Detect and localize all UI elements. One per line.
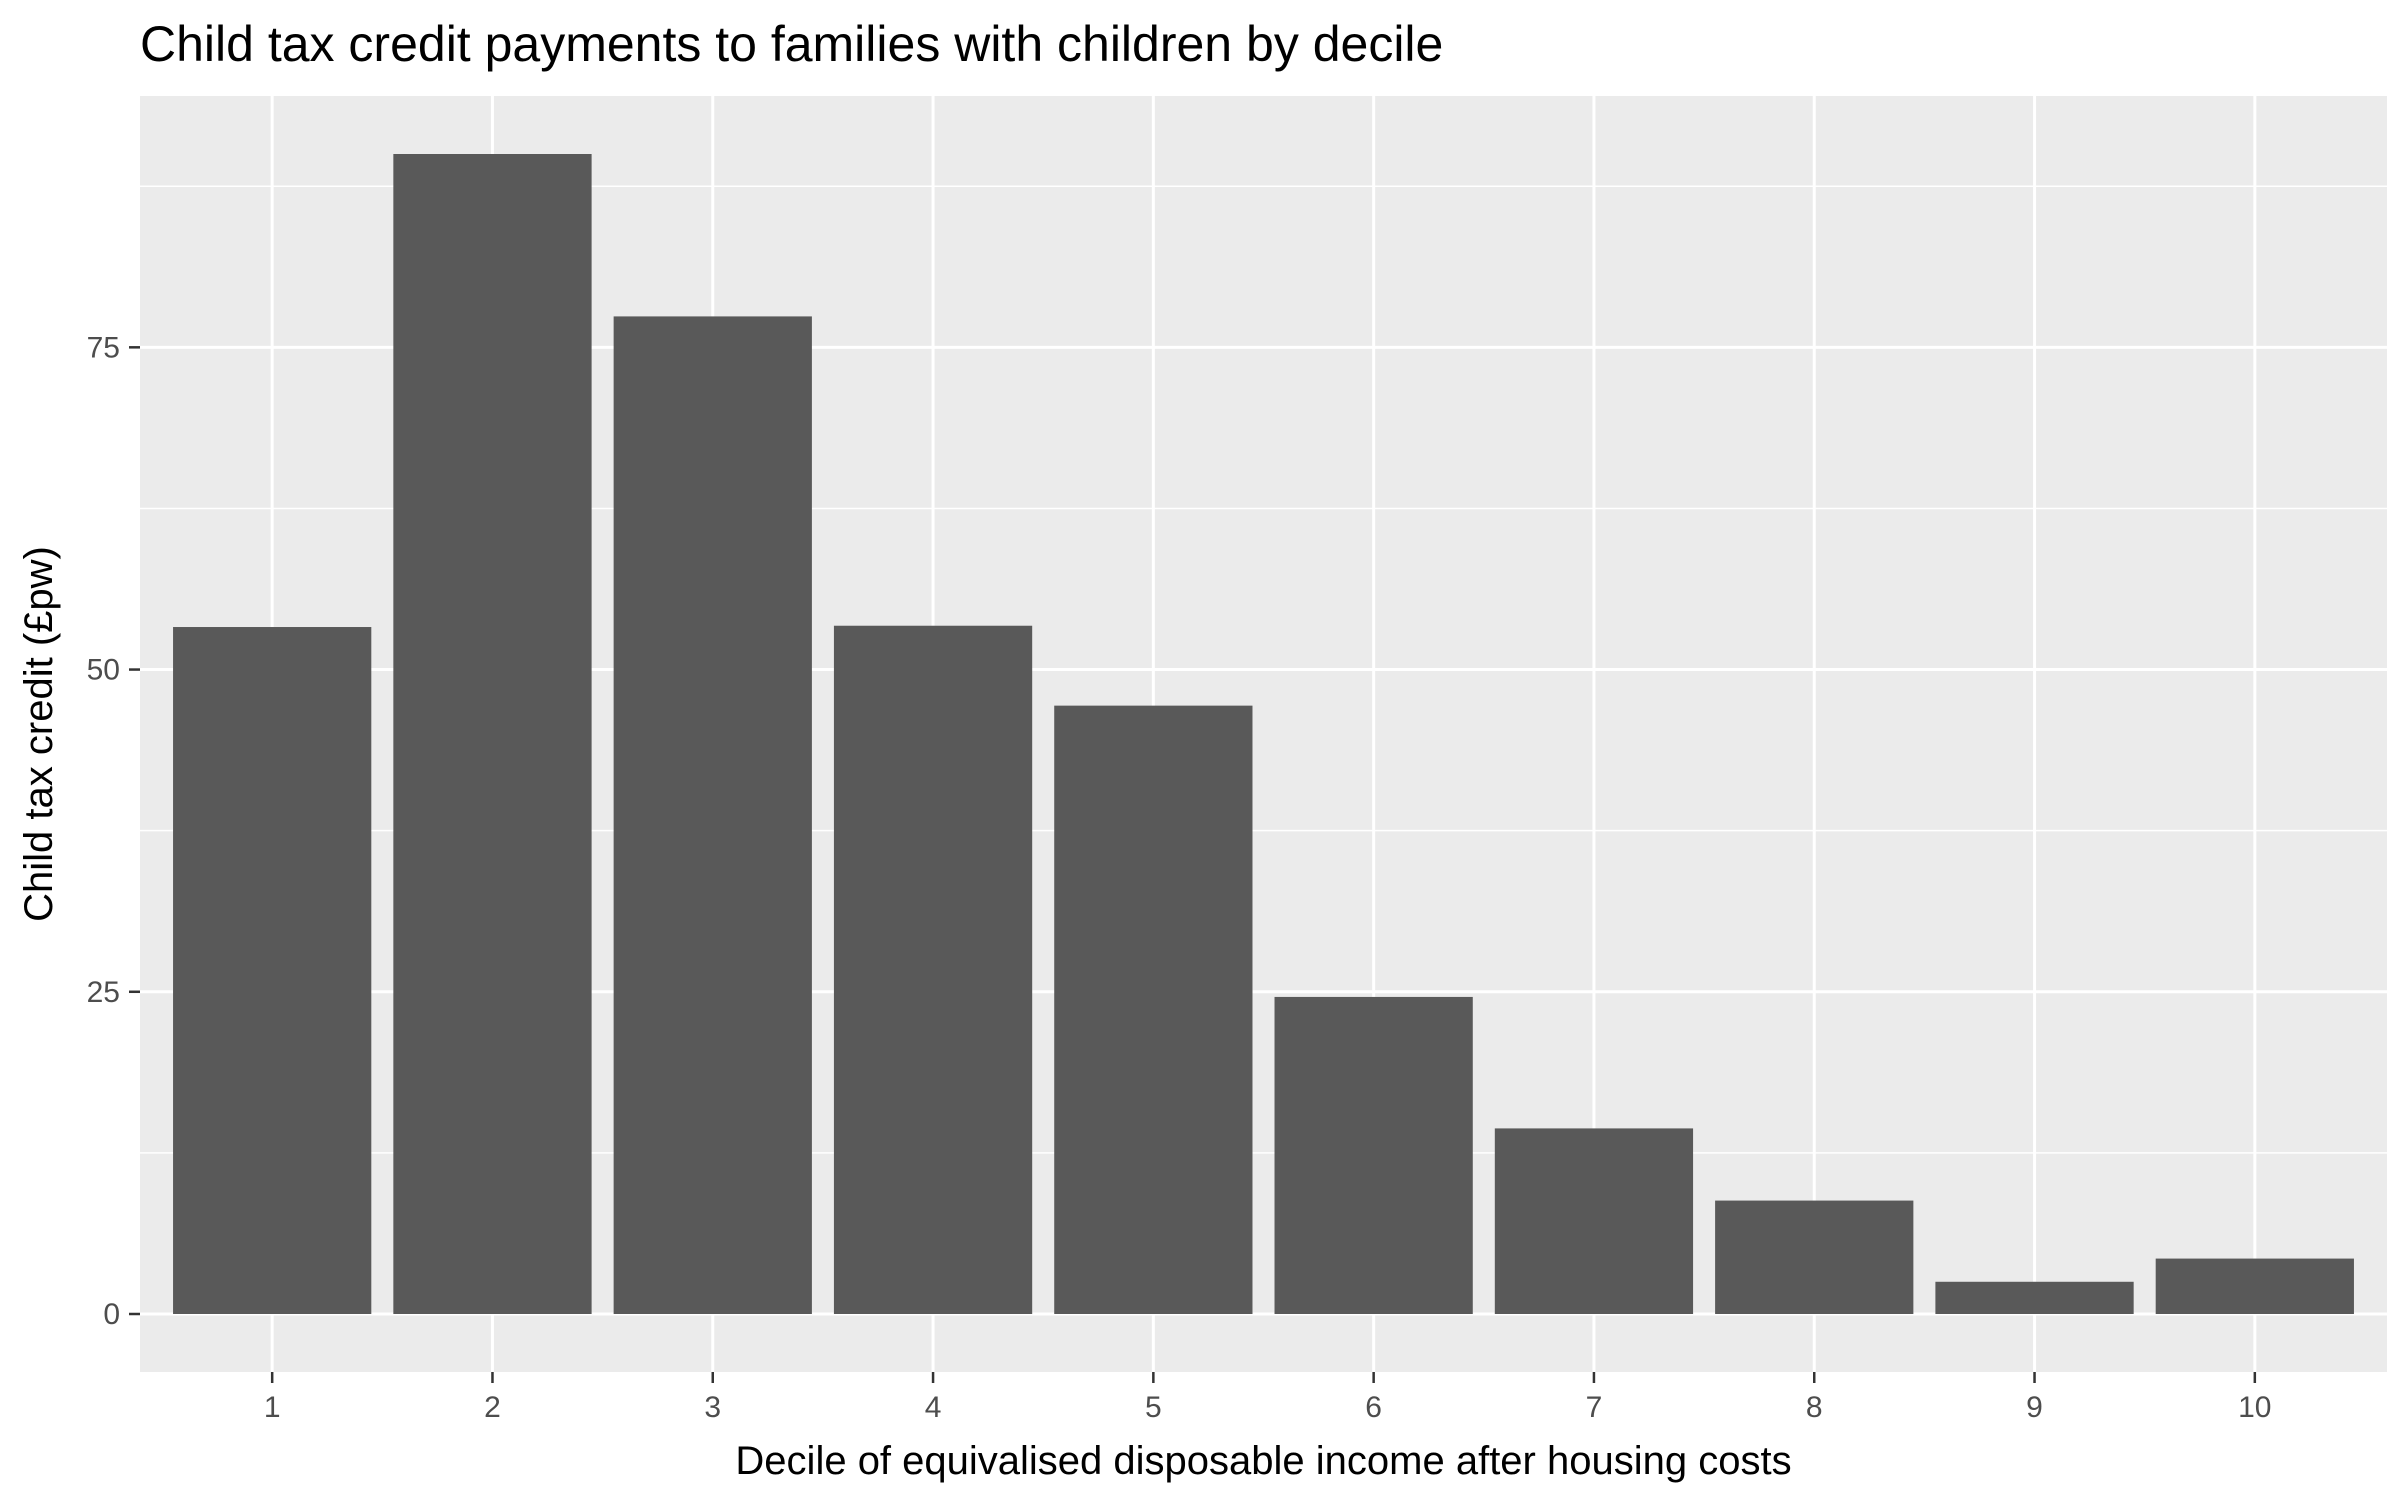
- bar-decile-2: [393, 154, 592, 1314]
- bars: [173, 154, 2354, 1314]
- x-axis: 1 2 3 4 5 6 7 8 9 10: [264, 1372, 2272, 1424]
- x-tick-label: 6: [1365, 1391, 1382, 1424]
- y-tick-label: 75: [87, 331, 120, 364]
- bar-decile-8: [1715, 1200, 1914, 1314]
- chart-title: Child tax credit payments to families wi…: [140, 16, 1444, 72]
- x-tick-label: 10: [2238, 1391, 2271, 1424]
- y-axis-title: Child tax credit (£pw): [17, 546, 61, 922]
- bar-decile-7: [1494, 1128, 1694, 1314]
- x-tick-label: 9: [2026, 1391, 2043, 1424]
- bar-decile-10: [2155, 1258, 2354, 1314]
- bar-decile-1: [173, 627, 372, 1314]
- y-axis: 0 25 50 75: [87, 331, 140, 1331]
- x-tick-label: 2: [484, 1391, 501, 1424]
- x-tick-label: 8: [1806, 1391, 1823, 1424]
- bar-decile-9: [1935, 1281, 2134, 1314]
- bar-decile-3: [613, 316, 812, 1314]
- bar-decile-5: [1054, 705, 1253, 1314]
- y-tick-label: 0: [103, 1298, 120, 1331]
- x-tick-label: 7: [1586, 1391, 1603, 1424]
- x-tick-label: 4: [925, 1391, 942, 1424]
- bar-decile-6: [1274, 996, 1473, 1314]
- y-tick-label: 50: [87, 654, 120, 687]
- y-tick-label: 25: [87, 976, 120, 1009]
- x-tick-label: 5: [1145, 1391, 1162, 1424]
- x-tick-label: 3: [704, 1391, 721, 1424]
- bar-decile-4: [833, 625, 1033, 1314]
- x-tick-label: 1: [264, 1391, 281, 1424]
- x-axis-title: Decile of equivalised disposable income …: [735, 1439, 1791, 1483]
